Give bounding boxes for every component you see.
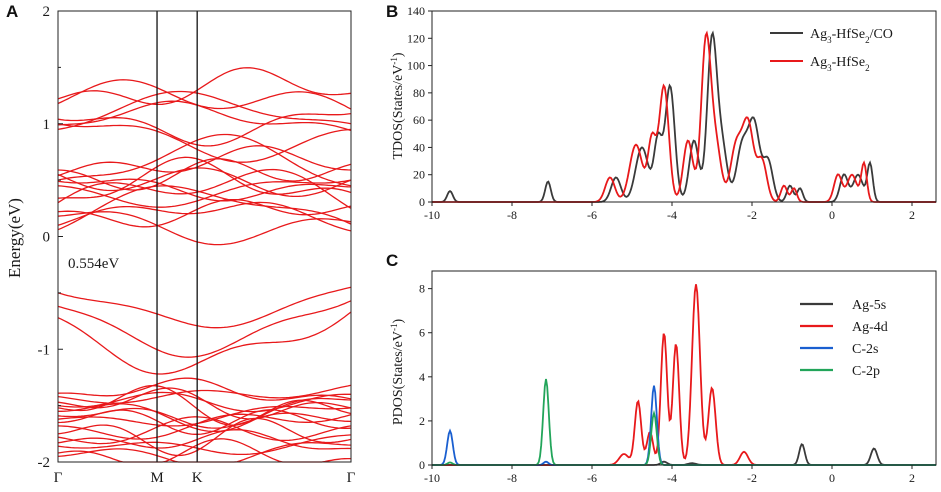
x-tick-label: -6: [587, 471, 597, 485]
conduction-band-line: [57, 185, 352, 231]
conduction-band-line: [57, 178, 352, 202]
panel-a-y-ticks: 2 1 0 -1 -2: [38, 4, 63, 471]
panel-b-y-ticks: 0 20 40 60 80 100 120 140: [407, 4, 432, 209]
x-tick-label: -4: [667, 208, 677, 222]
x-tick-label: -2: [747, 471, 757, 485]
panel-c-letter: C: [386, 251, 398, 270]
x-tick-label: 2: [909, 471, 915, 485]
conduction-band-line: [57, 145, 352, 177]
y-tick-label: 60: [413, 113, 425, 127]
panel-b-x-ticks: -10 -8 -6 -4 -2 0 2: [424, 202, 915, 222]
conduction-band-line: [57, 67, 352, 106]
legend-label: C-2s: [852, 342, 878, 357]
conduction-band-line: [57, 90, 352, 131]
panel-a: A 2 1 0 -1 -2 Γ M K Γ Energy(eV) 0.554eV: [5, 2, 356, 486]
valence-band-line: [57, 417, 352, 457]
panel-c-frame: [431, 270, 937, 466]
conduction-band-line: [57, 158, 352, 191]
y-tick-label: 1: [43, 117, 51, 133]
panel-c-legend: Ag-5s Ag-4d C-2s C-2p: [800, 298, 888, 379]
legend-label-ag3-hfse2-co: Ag3-HfSe2/CO: [810, 27, 893, 45]
conduction-band-line: [57, 167, 352, 198]
y-tick-label: 40: [413, 140, 425, 154]
k-point-label: M: [150, 470, 163, 486]
y-tick-label: 0: [43, 230, 51, 246]
valence-band-line: [57, 409, 352, 435]
y-tick-label: -1: [38, 342, 51, 358]
y-tick-label: 100: [407, 59, 425, 73]
panel-b-frame: [431, 10, 937, 203]
panel-a-letter: A: [6, 2, 18, 21]
band-gap-label: 0.554eV: [68, 256, 119, 272]
k-point-label: K: [192, 470, 203, 486]
valence-band-line: [57, 286, 352, 329]
conduction-band-line: [57, 211, 352, 246]
dos-curve-c-2p: [432, 378, 936, 466]
panel-b-legend: Ag3-HfSe2/CO Ag3-HfSe2: [770, 27, 893, 73]
x-tick-label: 2: [909, 208, 915, 222]
y-tick-label: -2: [38, 455, 51, 471]
y-tick-label: 80: [413, 86, 425, 100]
x-tick-label: -4: [667, 471, 677, 485]
x-tick-label: -6: [587, 208, 597, 222]
conduction-band-line: [57, 100, 352, 132]
y-tick-label: 140: [407, 4, 425, 18]
y-tick-label: 4: [419, 370, 425, 384]
y-tick-label: 2: [419, 414, 425, 428]
valence-band-line: [57, 405, 352, 427]
conduction-band-line: [57, 168, 352, 209]
y-tick-label: 0: [419, 458, 425, 472]
panel-c-y-ticks: 0 2 4 6 8: [419, 282, 432, 472]
valence-band-line: [57, 311, 352, 375]
valence-band-line: [57, 377, 352, 401]
conduction-band-line: [57, 156, 352, 199]
panel-b: B -10 -8 -6 -4 -2 0 2 0 20 40 60 80 100 120 140 TDOS(…: [386, 2, 937, 222]
panel-a-frame: [57, 10, 352, 463]
valence-band-line: [57, 413, 352, 440]
x-tick-label: -2: [747, 208, 757, 222]
y-tick-label: 2: [43, 4, 51, 20]
y-tick-label: 6: [419, 326, 425, 340]
valence-band-line: [57, 416, 352, 445]
panel-c-y-label: PDOS(States/eV-1): [389, 319, 406, 426]
conduction-band-line: [57, 133, 352, 187]
legend-label-ag3-hfse2: Ag3-HfSe2: [810, 55, 870, 73]
y-tick-label: 0: [419, 195, 425, 209]
legend-label: C-2p: [852, 364, 880, 379]
legend-label: Ag-4d: [852, 320, 888, 335]
panel-a-y-label: Energy(eV): [5, 198, 24, 278]
valence-band-line: [57, 387, 352, 420]
x-tick-label: 0: [829, 208, 835, 222]
k-point-label: Γ: [347, 470, 356, 486]
y-tick-label: 20: [413, 168, 425, 182]
y-tick-label: 120: [407, 31, 425, 45]
x-tick-label: -8: [507, 471, 517, 485]
x-tick-label: -10: [424, 208, 440, 222]
conduction-band-line: [57, 79, 352, 110]
k-point-label: Γ: [54, 470, 63, 486]
panel-b-letter: B: [386, 2, 398, 21]
panel-b-y-label: TDOS(States/eV-1): [389, 52, 406, 159]
panel-c-x-ticks: -10 -8 -6 -4 -2 0 2: [424, 465, 915, 485]
valence-band-line: [57, 300, 352, 358]
x-tick-label: -10: [424, 471, 440, 485]
conduction-band-line: [57, 123, 352, 163]
legend-label: Ag-5s: [852, 298, 886, 313]
conduction-band-line: [57, 198, 352, 228]
x-tick-label: 0: [829, 471, 835, 485]
band-structure-lines: [57, 67, 352, 463]
conduction-band-line: [57, 112, 352, 147]
y-tick-label: 8: [419, 282, 425, 296]
valence-band-line: [57, 429, 352, 450]
conduction-band-line: [57, 201, 352, 232]
x-tick-label: -8: [507, 208, 517, 222]
valence-band-line: [57, 384, 352, 426]
